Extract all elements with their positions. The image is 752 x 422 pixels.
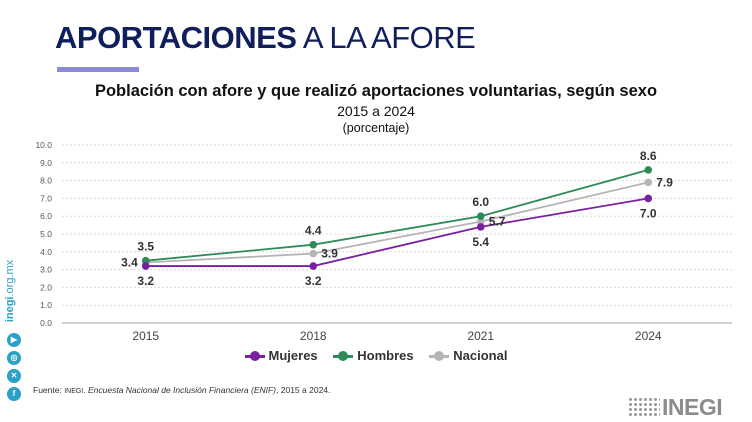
site-link-bold: inegi xyxy=(4,296,17,323)
y-tick-label: 3.0 xyxy=(40,265,52,275)
y-tick-label: 2.0 xyxy=(40,282,52,292)
page-title-bold: APORTACIONES xyxy=(55,20,297,55)
series-line-hombres xyxy=(145,169,649,262)
source-note: Fuente: INEGI. Encuesta Nacional de Incl… xyxy=(33,385,330,395)
inegi-logo: INEGI xyxy=(628,394,742,420)
data-point-mujeres xyxy=(644,194,653,203)
y-tick-label: 4.0 xyxy=(40,247,52,257)
data-point-nacional xyxy=(644,178,653,187)
series-line-nacional xyxy=(145,181,649,264)
instagram-icon[interactable]: ◎ xyxy=(7,351,21,365)
legend-swatch-hombres xyxy=(333,350,354,361)
y-tick-label: 9.0 xyxy=(40,158,52,168)
x-icon[interactable]: ✕ xyxy=(7,369,21,383)
data-label-mujeres: 3.2 xyxy=(137,274,154,288)
facebook-icon[interactable]: f xyxy=(7,387,21,401)
y-tick-label: 0.0 xyxy=(40,318,52,328)
source-title: Encuesta Nacional de Inclusión Financier… xyxy=(87,385,277,395)
legend-swatch-nacional xyxy=(429,350,450,361)
data-point-hombres xyxy=(309,240,318,249)
data-label-hombres: 4.4 xyxy=(305,224,322,238)
site-link[interactable]: inegi.org.mx xyxy=(4,260,16,322)
chart-unit: (porcentaje) xyxy=(342,121,410,135)
data-point-mujeres xyxy=(476,223,485,231)
chart-legend: Mujeres Hombres Nacional xyxy=(0,348,752,364)
source-org: INEGI xyxy=(64,388,84,395)
site-link-rest: .org.mx xyxy=(4,259,17,297)
y-tick-label: 10.0 xyxy=(35,140,52,150)
legend-item-hombres: Hombres xyxy=(333,348,414,363)
source-prefix: Fuente: xyxy=(33,385,65,395)
logo-dot-mark xyxy=(628,397,660,417)
data-label-nacional: 3.4 xyxy=(121,255,138,269)
legend-item-nacional: Nacional xyxy=(429,348,507,363)
y-tick-label: 8.0 xyxy=(40,176,52,186)
logo-wordmark: INEGI xyxy=(662,394,723,420)
legend-swatch-mujeres xyxy=(244,350,265,361)
x-tick-label: 2018 xyxy=(300,329,327,343)
source-suffix: , 2015 a 2024. xyxy=(276,385,331,395)
data-point-nacional xyxy=(309,249,318,258)
data-point-mujeres xyxy=(141,262,150,270)
data-label-hombres: 8.6 xyxy=(640,149,657,163)
y-tick-label: 6.0 xyxy=(40,211,52,221)
series-line-mujeres xyxy=(145,197,649,267)
line-chart: 0.0 1.0 2.0 3.0 4.0 5.0 6.0 7.0 8.0 9.0 10.0 2015 20… xyxy=(35,140,732,343)
data-label-mujeres: 5.4 xyxy=(472,235,489,249)
x-tick-label: 2021 xyxy=(467,329,494,343)
data-label-nacional: 7.9 xyxy=(656,175,673,189)
source-sep: . xyxy=(83,385,88,395)
data-point-hombres xyxy=(644,166,653,174)
page-title-rest: A LA AFORE xyxy=(296,20,476,55)
data-label-nacional: 3.9 xyxy=(321,247,338,261)
y-tick-label: 1.0 xyxy=(40,300,52,310)
data-point-hombres xyxy=(476,212,485,220)
data-point-nacional xyxy=(476,217,485,226)
y-tick-label: 5.0 xyxy=(40,229,52,239)
y-tick-label: 7.0 xyxy=(40,193,52,203)
x-tick-label: 2015 xyxy=(132,329,159,343)
data-label-nacional: 5.7 xyxy=(489,215,506,229)
data-label-mujeres: 7.0 xyxy=(640,206,657,220)
legend-label-hombres: Hombres xyxy=(357,348,414,363)
legend-item-mujeres: Mujeres xyxy=(244,348,318,363)
chart-subtitle: 2015 a 2024 xyxy=(337,103,415,119)
title-accent-bar xyxy=(57,67,139,72)
data-label-hombres: 6.0 xyxy=(472,195,489,209)
data-label-hombres: 3.5 xyxy=(137,240,154,254)
youtube-icon[interactable]: ▶ xyxy=(7,333,21,347)
page-title: APORTACIONES A LA AFORE xyxy=(55,20,476,56)
legend-label-nacional: Nacional xyxy=(453,348,508,363)
data-point-mujeres xyxy=(309,262,318,270)
chart-title: Población con afore y que realizó aporta… xyxy=(94,82,658,100)
data-point-hombres xyxy=(141,256,150,265)
legend-label-mujeres: Mujeres xyxy=(268,348,318,363)
data-label-mujeres: 3.2 xyxy=(305,274,322,288)
x-tick-label: 2024 xyxy=(635,329,662,343)
